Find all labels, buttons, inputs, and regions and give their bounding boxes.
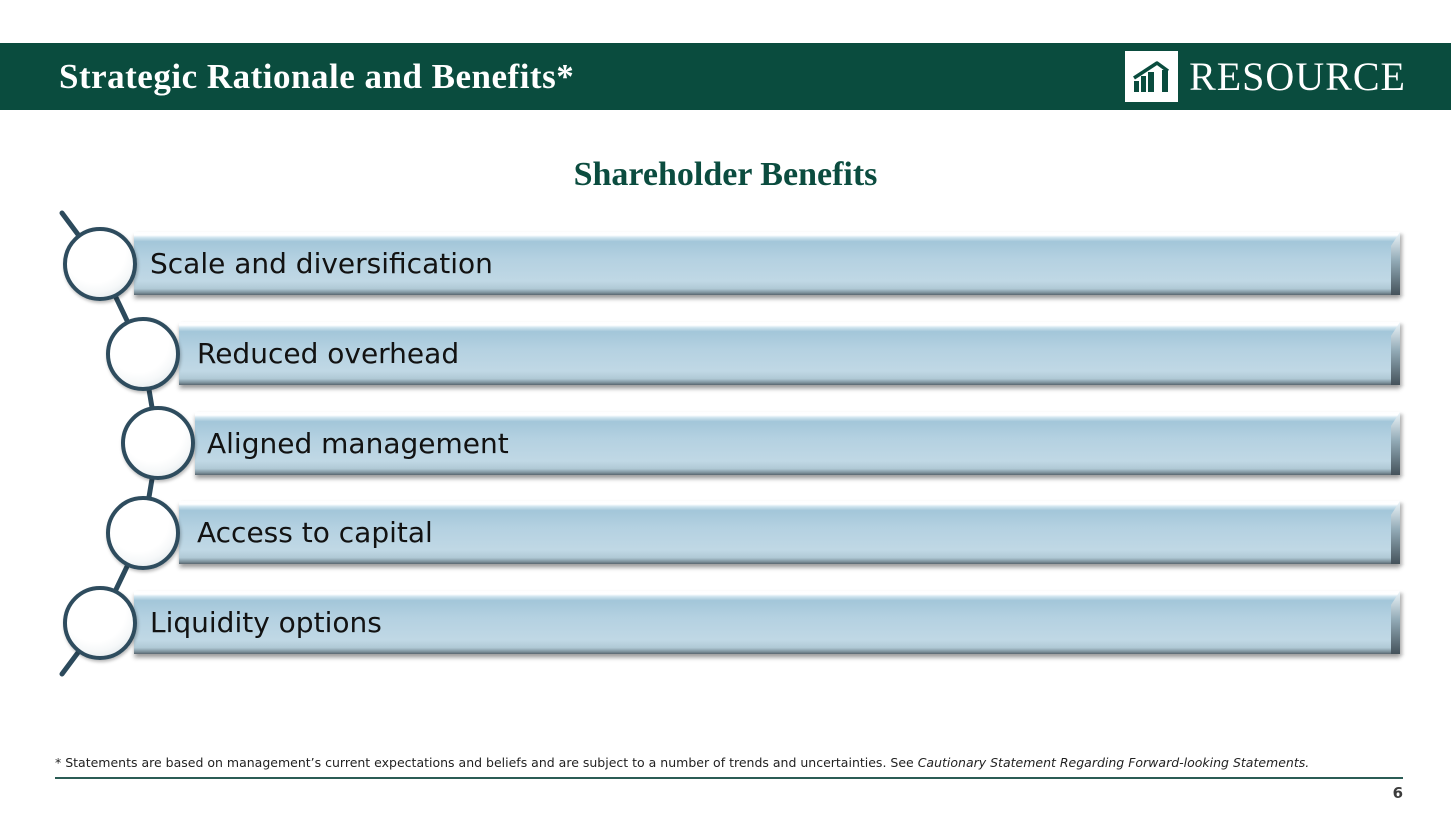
benefit-label: Access to capital (197, 516, 433, 549)
footnote-italic: Cautionary Statement Regarding Forward-l… (917, 755, 1310, 770)
benefit-bar: Liquidity options (134, 591, 1400, 654)
benefit-bar: Scale and diversification (134, 232, 1400, 295)
benefit-bar: Access to capital (179, 501, 1400, 564)
benefit-circle (121, 406, 195, 480)
benefit-circle (106, 317, 180, 391)
footnote-body: Statements are based on management’s cur… (61, 755, 918, 770)
page-number: 6 (1392, 784, 1403, 802)
benefit-circle (63, 227, 137, 301)
benefit-label: Reduced overhead (197, 337, 460, 370)
logo-text: RESOURCE (1189, 54, 1406, 99)
benefit-circle (63, 586, 137, 660)
section-heading: Shareholder Benefits (573, 156, 878, 193)
benefit-label: Scale and diversification (150, 247, 493, 280)
benefit-circle (106, 496, 180, 570)
bar-chart-icon (1125, 51, 1179, 102)
benefit-label: Liquidity options (150, 606, 382, 639)
footnote-marker: * (55, 755, 62, 770)
resource-logo: RESOURCE (1125, 43, 1406, 110)
benefit-bar: Reduced overhead (179, 322, 1400, 385)
benefit-label: Aligned management (207, 427, 509, 460)
benefit-bar: Aligned management (195, 412, 1400, 475)
header-bar: Strategic Rationale and Benefits* RESOUR… (0, 43, 1451, 110)
footnote: * Statements are based on management’s c… (55, 755, 1405, 770)
footnote-divider (55, 777, 1403, 779)
slide-title: Strategic Rationale and Benefits* (59, 56, 575, 96)
